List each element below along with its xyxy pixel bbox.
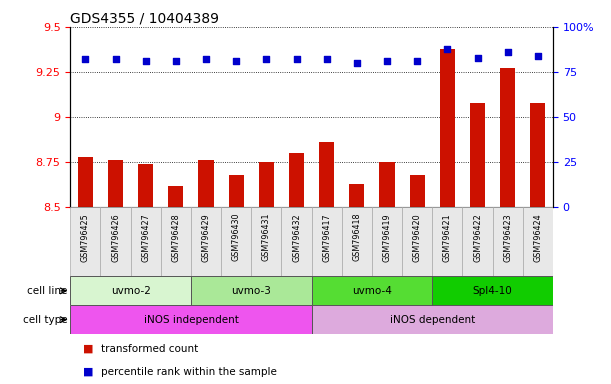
Text: GSM796419: GSM796419 bbox=[382, 213, 392, 262]
Bar bbox=[312, 305, 553, 334]
Point bbox=[141, 58, 150, 64]
Text: GSM796430: GSM796430 bbox=[232, 213, 241, 262]
Text: cell line: cell line bbox=[27, 286, 67, 296]
Bar bbox=[312, 207, 342, 276]
Bar bbox=[70, 207, 100, 276]
Bar bbox=[229, 175, 244, 207]
Point bbox=[503, 49, 513, 55]
Point bbox=[171, 58, 181, 64]
Bar bbox=[440, 48, 455, 207]
Text: GSM796431: GSM796431 bbox=[262, 213, 271, 262]
Text: GSM796428: GSM796428 bbox=[171, 213, 180, 262]
Bar bbox=[282, 207, 312, 276]
Bar bbox=[463, 207, 492, 276]
Point bbox=[232, 58, 241, 64]
Point bbox=[262, 56, 271, 63]
Text: GSM796427: GSM796427 bbox=[141, 213, 150, 262]
Point bbox=[442, 45, 452, 51]
Bar bbox=[138, 164, 153, 207]
Text: GSM796429: GSM796429 bbox=[202, 213, 211, 262]
Point bbox=[291, 56, 301, 63]
Bar bbox=[492, 207, 523, 276]
Text: iNOS dependent: iNOS dependent bbox=[390, 314, 475, 325]
Text: GDS4355 / 10404389: GDS4355 / 10404389 bbox=[70, 12, 219, 26]
Text: GSM796432: GSM796432 bbox=[292, 213, 301, 262]
Bar bbox=[78, 157, 93, 207]
Bar bbox=[131, 207, 161, 276]
Text: GSM796417: GSM796417 bbox=[322, 213, 331, 262]
Bar bbox=[402, 207, 433, 276]
Bar bbox=[70, 276, 191, 305]
Bar bbox=[433, 207, 463, 276]
Text: ■: ■ bbox=[82, 344, 93, 354]
Point bbox=[382, 58, 392, 64]
Bar bbox=[108, 161, 123, 207]
Text: uvmo-2: uvmo-2 bbox=[111, 286, 150, 296]
Point bbox=[111, 56, 120, 63]
Point bbox=[201, 56, 211, 63]
Point bbox=[352, 60, 362, 66]
Bar bbox=[372, 207, 402, 276]
Bar bbox=[530, 103, 546, 207]
Text: GSM796421: GSM796421 bbox=[443, 213, 452, 262]
Bar bbox=[379, 162, 395, 207]
Bar bbox=[191, 207, 221, 276]
Text: GSM796426: GSM796426 bbox=[111, 213, 120, 262]
Point bbox=[81, 56, 90, 63]
Text: GSM796423: GSM796423 bbox=[503, 213, 512, 262]
Bar bbox=[312, 276, 433, 305]
Bar bbox=[251, 207, 282, 276]
Text: percentile rank within the sample: percentile rank within the sample bbox=[101, 366, 277, 377]
Bar bbox=[289, 153, 304, 207]
Bar bbox=[319, 142, 334, 207]
Text: cell type: cell type bbox=[23, 314, 67, 325]
Bar bbox=[409, 175, 425, 207]
Text: GSM796424: GSM796424 bbox=[533, 213, 543, 262]
Bar bbox=[500, 68, 515, 207]
Text: transformed count: transformed count bbox=[101, 344, 198, 354]
Text: GSM796422: GSM796422 bbox=[473, 213, 482, 262]
Bar bbox=[191, 276, 312, 305]
Text: GSM796420: GSM796420 bbox=[412, 213, 422, 262]
Text: uvmo-3: uvmo-3 bbox=[232, 286, 271, 296]
Bar bbox=[100, 207, 131, 276]
Text: Spl4-10: Spl4-10 bbox=[473, 286, 513, 296]
Bar bbox=[70, 305, 312, 334]
Bar bbox=[259, 162, 274, 207]
Bar bbox=[342, 207, 372, 276]
Bar bbox=[523, 207, 553, 276]
Point bbox=[533, 53, 543, 59]
Bar bbox=[470, 103, 485, 207]
Text: ■: ■ bbox=[82, 366, 93, 377]
Bar bbox=[161, 207, 191, 276]
Point bbox=[473, 55, 483, 61]
Bar bbox=[199, 161, 214, 207]
Bar bbox=[349, 184, 364, 207]
Bar bbox=[221, 207, 251, 276]
Point bbox=[412, 58, 422, 64]
Text: GSM796418: GSM796418 bbox=[353, 213, 361, 262]
Bar bbox=[168, 186, 183, 207]
Text: iNOS independent: iNOS independent bbox=[144, 314, 238, 325]
Text: GSM796425: GSM796425 bbox=[81, 213, 90, 262]
Text: uvmo-4: uvmo-4 bbox=[352, 286, 392, 296]
Point bbox=[322, 56, 332, 63]
Bar bbox=[433, 276, 553, 305]
